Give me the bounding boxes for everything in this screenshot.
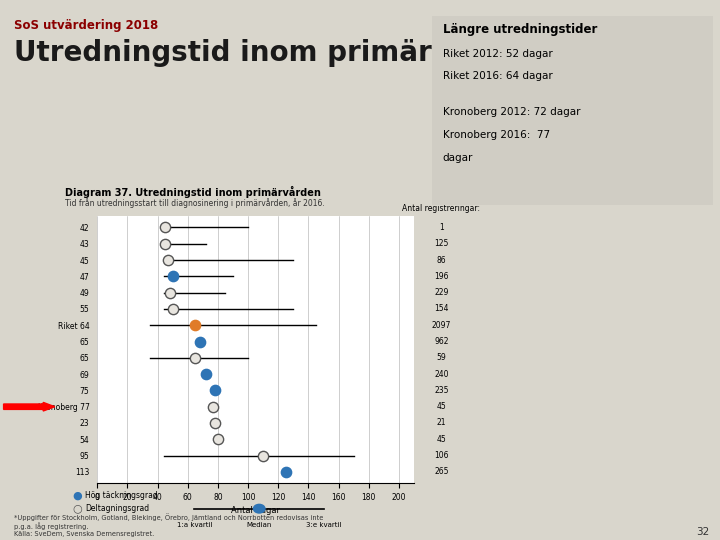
Text: 240: 240	[434, 369, 449, 379]
Text: Hög täckningsgrad: Hög täckningsgrad	[85, 491, 158, 500]
Point	[189, 354, 201, 362]
Text: Tid från utredningsstart till diagnosinering i primärvården, år 2016.: Tid från utredningsstart till diagnosine…	[65, 198, 325, 208]
Point	[200, 370, 212, 379]
Text: 32: 32	[696, 527, 709, 537]
Text: 106: 106	[434, 451, 449, 460]
Text: 196: 196	[434, 272, 449, 281]
Point	[167, 272, 179, 281]
Text: 3:e kvartil: 3:e kvartil	[306, 522, 342, 528]
Text: Riket 2012: 52 dagar: Riket 2012: 52 dagar	[443, 49, 552, 59]
Text: 1:a kvartil: 1:a kvartil	[176, 522, 212, 528]
Point	[159, 239, 171, 248]
Text: 235: 235	[434, 386, 449, 395]
Text: 154: 154	[434, 305, 449, 313]
Text: 2097: 2097	[432, 321, 451, 330]
Point	[280, 468, 292, 476]
Text: 962: 962	[434, 337, 449, 346]
Text: SoS utvärdering 2018: SoS utvärdering 2018	[14, 19, 158, 32]
Point	[257, 451, 269, 460]
Point	[164, 288, 176, 297]
Text: 125: 125	[434, 239, 449, 248]
Text: Deltagningsgrad: Deltagningsgrad	[85, 504, 149, 513]
Text: Utredningstid inom primärvården: Utredningstid inom primärvården	[14, 35, 541, 67]
Text: Kronoberg 2016:  77: Kronoberg 2016: 77	[443, 130, 550, 140]
Point	[194, 337, 205, 346]
Text: Median: Median	[246, 522, 272, 528]
Text: ●: ●	[72, 491, 82, 501]
Point	[207, 402, 219, 411]
Text: Antal registreringar:: Antal registreringar:	[402, 204, 480, 213]
Point	[167, 305, 179, 313]
Text: 86: 86	[436, 255, 446, 265]
Text: dagar: dagar	[443, 153, 473, 163]
Text: Riket 2016: 64 dagar: Riket 2016: 64 dagar	[443, 71, 552, 82]
Point	[209, 386, 220, 395]
Text: Diagram 37. Utredningstid inom primärvården: Diagram 37. Utredningstid inom primärvår…	[65, 186, 320, 198]
Text: ○: ○	[72, 504, 82, 514]
Text: Kronoberg 2012: 72 dagar: Kronoberg 2012: 72 dagar	[443, 107, 580, 118]
Point	[159, 223, 171, 232]
Text: 1: 1	[439, 223, 444, 232]
Text: 59: 59	[436, 353, 446, 362]
Text: Längre utredningstider: Längre utredningstider	[443, 23, 597, 36]
X-axis label: Antal dagar: Antal dagar	[231, 506, 280, 515]
Text: *Uppgifter för Stockholm, Gotland, Blekinge, Örebro, Jämtland och Norrbotten red: *Uppgifter för Stockholm, Gotland, Bleki…	[14, 514, 324, 537]
Point	[162, 255, 174, 264]
Point	[209, 418, 220, 427]
Text: 45: 45	[436, 435, 446, 444]
Point	[212, 435, 224, 444]
Text: 265: 265	[434, 468, 449, 476]
Point	[189, 321, 201, 329]
Text: 21: 21	[436, 418, 446, 428]
Text: 45: 45	[436, 402, 446, 411]
Text: 229: 229	[434, 288, 449, 297]
